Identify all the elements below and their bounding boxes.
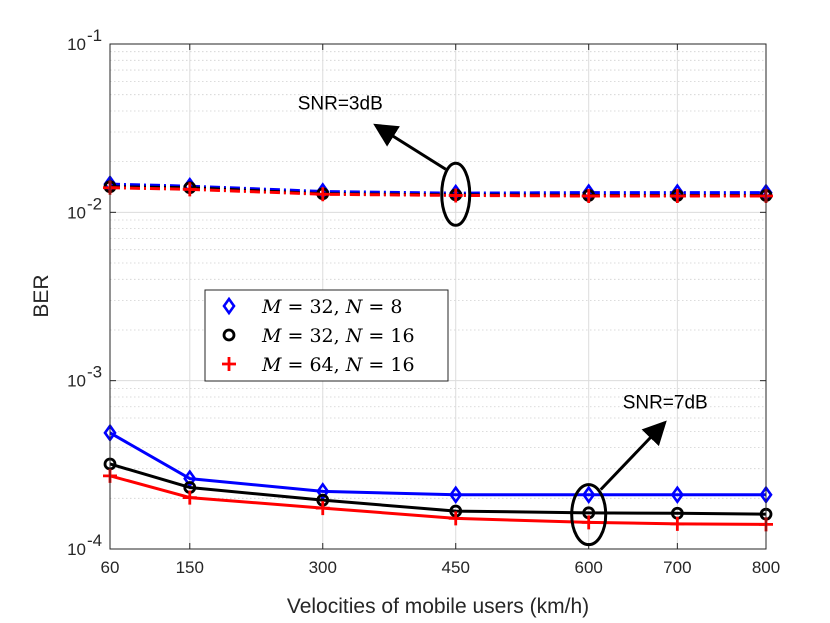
legend-marker-circle bbox=[222, 328, 236, 342]
series-group bbox=[103, 174, 773, 532]
legend-text-part: M bbox=[261, 325, 282, 347]
series-line bbox=[109, 431, 766, 497]
legend-box bbox=[204, 289, 449, 382]
x-tick-label: 450 bbox=[442, 558, 470, 577]
snr-3db-label: SNR=3dB bbox=[298, 93, 383, 114]
annotations: SNR=3dB SNR=7dB bbox=[298, 93, 708, 547]
x-tick-label: 300 bbox=[309, 558, 337, 577]
legend-marker-diamond bbox=[222, 296, 236, 316]
data-point-marker bbox=[670, 516, 685, 531]
x-tick-label: 600 bbox=[575, 558, 603, 577]
legend-text-part: = bbox=[281, 296, 309, 318]
data-point-marker bbox=[315, 187, 330, 202]
data-point-marker bbox=[670, 485, 684, 504]
series-7dB-diamond bbox=[103, 423, 773, 504]
legend-text-part: M bbox=[261, 296, 282, 318]
legend-text-part: = bbox=[362, 354, 390, 376]
y-tick-exponent: -4 bbox=[87, 531, 102, 550]
data-point-marker bbox=[448, 511, 463, 526]
y-tick-exponent: -3 bbox=[87, 363, 102, 382]
data-point-marker bbox=[315, 501, 330, 516]
legend-text-part: 16 bbox=[390, 325, 414, 347]
data-point-marker bbox=[581, 515, 596, 530]
legend-text-part: N bbox=[345, 296, 364, 318]
legend-entry-label: M = 32, N = 8 bbox=[261, 296, 402, 318]
y-tick-label: 10 bbox=[67, 372, 86, 391]
data-point-marker bbox=[183, 469, 197, 488]
legend-text-part: , bbox=[334, 296, 346, 318]
legend-text-part: = bbox=[362, 325, 390, 347]
legend-text-part: 16 bbox=[390, 354, 414, 376]
snr-3db-arrow bbox=[373, 123, 447, 171]
legend-text-part: 8 bbox=[390, 296, 402, 318]
x-tick-label: 800 bbox=[752, 558, 780, 577]
snr-3db-ellipse bbox=[440, 161, 472, 227]
legend-text-part: , bbox=[334, 325, 346, 347]
y-tick-label: 10 bbox=[67, 203, 86, 222]
legend-text-part: 64 bbox=[309, 354, 333, 376]
legend-text-part: M bbox=[261, 354, 282, 376]
y-tick-label: 10 bbox=[67, 540, 86, 559]
data-point-marker bbox=[449, 485, 463, 504]
legend-text-part: 32 bbox=[309, 325, 333, 347]
legend-text-part: , bbox=[334, 354, 346, 376]
data-point-marker bbox=[582, 485, 596, 504]
legend-text-part: = bbox=[362, 296, 390, 318]
y-tick-exponent: -1 bbox=[87, 26, 102, 45]
legend: M = 32, N = 8M = 32, N = 16M = 64, N = 1… bbox=[204, 289, 449, 382]
series-line bbox=[109, 462, 767, 516]
y-tick-exponent: -2 bbox=[87, 194, 102, 213]
x-axis-label: Velocities of mobile users (km/h) bbox=[287, 595, 589, 618]
x-tick-label: 150 bbox=[176, 558, 204, 577]
plot-frame bbox=[109, 43, 767, 550]
data-point-marker bbox=[581, 189, 596, 204]
legend-entry-label: M = 64, N = 16 bbox=[261, 354, 415, 376]
legend-text-part: 32 bbox=[309, 296, 333, 318]
y-tick-label: 10 bbox=[67, 35, 86, 54]
legend-text-part: N bbox=[345, 325, 364, 347]
x-tick-label: 60 bbox=[101, 558, 120, 577]
data-point-marker bbox=[182, 490, 197, 505]
data-point-marker bbox=[182, 182, 197, 197]
legend-text-part: = bbox=[281, 354, 309, 376]
snr-7db-ellipse bbox=[570, 483, 608, 547]
data-point-marker bbox=[316, 482, 330, 501]
legend-text-part: N bbox=[345, 354, 364, 376]
legend-marker-plus bbox=[222, 357, 236, 371]
x-tick-label: 700 bbox=[663, 558, 691, 577]
data-point-marker bbox=[448, 188, 463, 203]
y-axis-label: BER bbox=[30, 274, 53, 317]
data-point-marker bbox=[670, 189, 685, 204]
legend-entry-label: M = 32, N = 16 bbox=[261, 325, 415, 347]
snr-7db-arrow bbox=[599, 420, 667, 491]
snr-7db-label: SNR=7dB bbox=[623, 393, 708, 414]
legend-text-part: = bbox=[281, 325, 309, 347]
